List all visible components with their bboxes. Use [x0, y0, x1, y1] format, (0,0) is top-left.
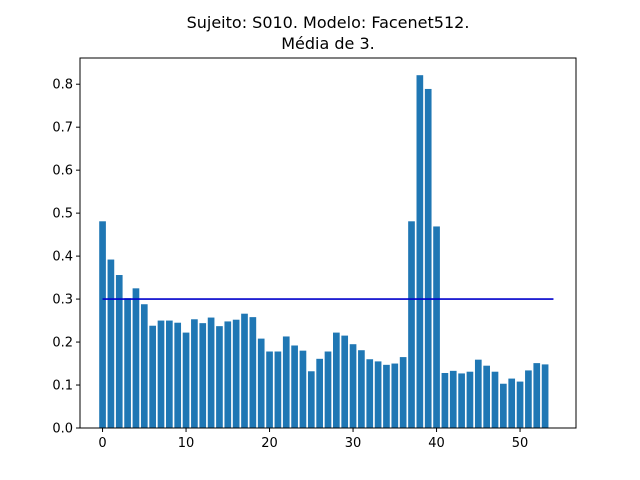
- bar-43: [458, 373, 465, 428]
- y-axis-ticks: 0.0 0.1 0.2 0.3 0.4 0.5 0.6 0.7 0.8: [52, 78, 80, 437]
- bar-32: [366, 359, 374, 428]
- chart-title-line-2: Média de 3.: [281, 34, 375, 53]
- bar-36: [399, 357, 407, 428]
- x-axis-ticks: 0 10 20 30 40 50: [98, 428, 528, 451]
- bar-17: [241, 313, 248, 428]
- bar-42: [449, 370, 457, 428]
- bar-44: [466, 371, 474, 428]
- y-tick-label: 0.1: [52, 379, 73, 394]
- bar-15: [224, 321, 232, 428]
- bar-7: [157, 320, 165, 428]
- bar-35: [391, 363, 399, 428]
- bar-49: [508, 378, 516, 428]
- bar-1: [107, 259, 115, 428]
- bar-14: [216, 326, 223, 428]
- bar-0: [99, 221, 106, 428]
- bar-21: [274, 351, 282, 428]
- bar-38: [416, 75, 424, 428]
- bar-10: [182, 332, 190, 428]
- x-tick-label: 0: [98, 436, 106, 451]
- y-tick-label: 0.4: [52, 250, 73, 265]
- y-tick-label: 0.5: [52, 207, 73, 222]
- bars-layer: [99, 75, 549, 428]
- bar-25: [307, 371, 315, 428]
- y-tick-label: 0.0: [52, 422, 73, 437]
- bar-50: [516, 381, 524, 428]
- y-tick-label: 0.2: [52, 336, 73, 351]
- bar-37: [408, 221, 415, 428]
- bar-29: [341, 335, 349, 428]
- y-tick-label: 0.6: [52, 164, 73, 179]
- y-tick-label: 0.8: [52, 78, 73, 93]
- bar-12: [199, 323, 207, 428]
- bar-51: [525, 370, 532, 428]
- x-tick-label: 40: [428, 436, 445, 451]
- bar-33: [374, 361, 382, 428]
- bar-3: [124, 298, 131, 428]
- bar-39: [424, 88, 432, 428]
- bar-16: [232, 319, 240, 428]
- bar-24: [299, 350, 307, 428]
- bar-18: [249, 317, 257, 428]
- bar-8: [166, 320, 173, 428]
- bar-41: [441, 372, 449, 428]
- bar-34: [383, 364, 390, 428]
- bar-22: [282, 336, 290, 428]
- bar-53: [541, 364, 549, 428]
- bar-47: [491, 371, 499, 428]
- bar-52: [533, 363, 541, 428]
- bar-4: [132, 288, 140, 428]
- bar-30: [349, 344, 357, 428]
- bar-45: [474, 359, 482, 428]
- bar-2: [115, 275, 123, 428]
- bar-5: [140, 304, 148, 428]
- x-tick-label: 10: [178, 436, 195, 451]
- x-tick-label: 20: [261, 436, 278, 451]
- chart-title-line-1: Sujeito: S010. Modelo: Facenet512.: [187, 13, 470, 32]
- bar-40: [433, 226, 440, 428]
- bar-13: [207, 317, 215, 428]
- bar-31: [358, 350, 365, 428]
- bar-6: [149, 325, 156, 428]
- bar-9: [174, 322, 182, 428]
- bar-19: [257, 338, 265, 428]
- x-tick-label: 50: [512, 436, 529, 451]
- bar-46: [483, 365, 490, 428]
- bar-26: [316, 358, 323, 428]
- bar-11: [191, 319, 198, 428]
- bar-27: [324, 351, 332, 428]
- y-tick-label: 0.7: [52, 121, 73, 136]
- bar-48: [500, 383, 507, 428]
- y-tick-label: 0.3: [52, 293, 73, 308]
- x-tick-label: 30: [345, 436, 362, 451]
- bar-28: [333, 332, 340, 428]
- bar-20: [266, 351, 273, 428]
- bar-23: [291, 345, 298, 428]
- plot-frame: [79, 57, 577, 429]
